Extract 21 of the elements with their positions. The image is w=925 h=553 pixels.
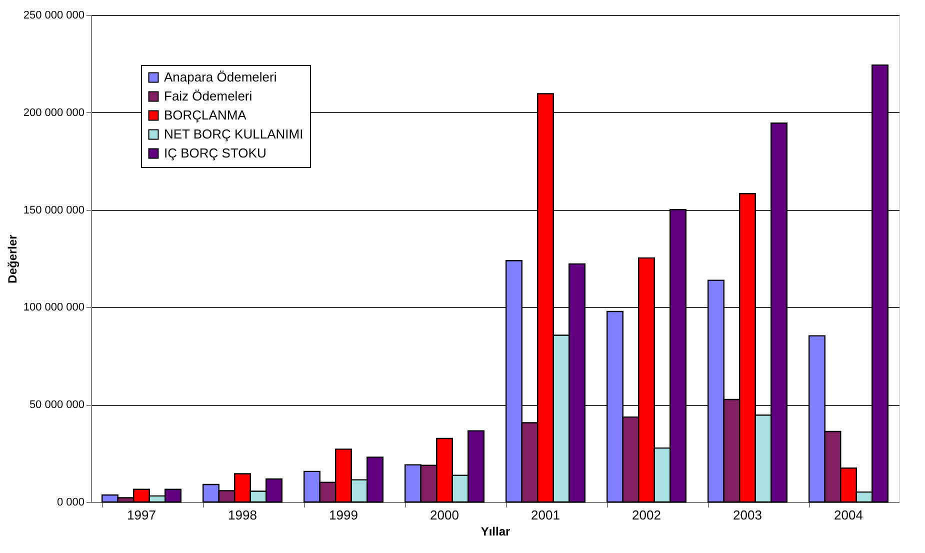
legend-label: BORÇLANMA [164,108,247,122]
legend-label: Faiz Ödemeleri [164,88,252,104]
legend-label: IÇ BORÇ STOKU [164,146,266,160]
x-tick-label: 1998 [228,508,257,522]
y-tick-label: 200 000 000 [23,106,84,119]
x-tick-label: 2001 [531,508,560,522]
x-tick-label: 2003 [733,508,762,522]
x-tick-label: 2000 [430,508,459,522]
legend-label: NET BORÇ KULLANIMI [164,126,304,142]
y-axis-title: Değerler [5,234,20,284]
x-tick-label: 2002 [632,508,661,522]
x-tick-label: 1997 [127,508,156,522]
y-tick-label: 100 000 000 [23,302,84,314]
y-tick-label: 50 000 000 [29,399,84,412]
legend-label: Anapara Ödemeleri [164,70,277,84]
y-tick-label: 150 000 000 [23,204,84,216]
x-tick-label: 2004 [834,508,863,522]
y-tick-label: 0 000 [56,496,84,508]
x-axis-title: Yıllar [480,524,510,538]
x-tick-label: 1999 [329,508,358,522]
y-tick-label: 250 000 000 [23,10,84,22]
